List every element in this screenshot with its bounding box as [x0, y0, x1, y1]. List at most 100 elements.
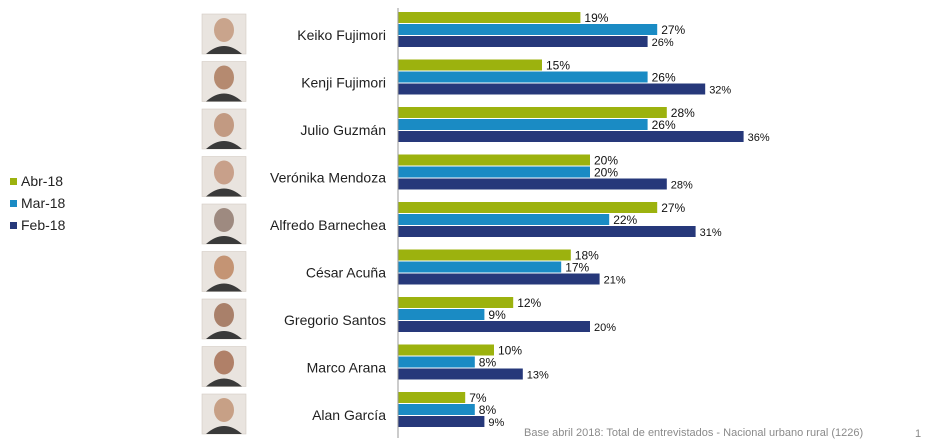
bar-marco-arana-feb-18	[398, 368, 523, 380]
photo-face-marco-arana	[214, 350, 234, 375]
photo-face-gregorio-santos	[214, 303, 234, 327]
photo-face-cesar-acuna	[214, 255, 234, 280]
value-label-veronika-mendoza-abr-18: 20%	[594, 154, 618, 168]
bar-cesar-acuna-mar-18	[398, 261, 562, 273]
value-label-keiko-fujimori-feb-18: 26%	[652, 37, 674, 49]
value-label-cesar-acuna-feb-18: 21%	[604, 275, 626, 287]
bar-alfredo-barnechea-mar-18	[398, 214, 610, 225]
category-labels: Keiko Fujimori Kenji Fujimori Julio Guzmán…	[270, 27, 386, 423]
value-label-alfredo-barnechea-abr-18: 27%	[661, 201, 685, 215]
bar-alfredo-barnechea-feb-18	[398, 226, 696, 237]
category-label-julio-guzman: Julio Guzmán	[300, 122, 386, 138]
value-label-gregorio-santos-mar-18: 9%	[488, 308, 506, 322]
photo-shoulders-cesar-acuna	[206, 283, 242, 292]
bar-alan-garcia-mar-18	[398, 404, 475, 415]
bar-alan-garcia-abr-18	[398, 392, 466, 403]
value-label-gregorio-santos-abr-18: 12%	[517, 296, 541, 310]
legend-swatch-feb-18	[10, 221, 17, 229]
bar-gregorio-santos-abr-18	[398, 297, 514, 308]
category-label-gregorio-santos: Gregorio Santos	[284, 312, 386, 328]
value-label-veronika-mendoza-mar-18: 20%	[594, 166, 618, 180]
bar-gregorio-santos-mar-18	[398, 309, 485, 320]
photo-shoulders-keiko-fujimori	[206, 46, 242, 54]
photo-shoulders-alan-garcia	[206, 426, 242, 434]
photo-julio-guzman	[201, 108, 247, 150]
photo-shoulders-kenji-fujimori	[206, 93, 242, 102]
bar-julio-guzman-mar-18	[398, 119, 648, 130]
photo-veronika-mendoza	[201, 156, 247, 197]
photo-alan-garcia	[201, 393, 247, 435]
bar-kenji-fujimori-mar-18	[398, 71, 648, 83]
bar-kenji-fujimori-abr-18	[398, 59, 542, 71]
bar-marco-arana-mar-18	[398, 356, 475, 368]
bar-alfredo-barnechea-abr-18	[398, 202, 658, 213]
photo-keiko-fujimori	[201, 13, 247, 55]
value-label-julio-guzman-feb-18: 36%	[748, 132, 770, 144]
value-label-marco-arana-mar-18: 8%	[479, 356, 497, 370]
photo-shoulders-veronika-mendoza	[206, 188, 242, 197]
photo-face-veronika-mendoza	[214, 160, 234, 185]
bar-julio-guzman-feb-18	[398, 131, 744, 142]
value-labels: 19%27%26%15%26%32%28%26%36%20%20%28%27%2…	[469, 11, 770, 429]
candidate-photos	[201, 13, 247, 435]
bar-kenji-fujimori-feb-18	[398, 83, 706, 95]
bars	[398, 12, 744, 427]
value-label-alfredo-barnechea-feb-18: 31%	[700, 227, 722, 239]
photo-alfredo-barnechea	[201, 203, 247, 245]
value-label-keiko-fujimori-mar-18: 27%	[661, 23, 685, 37]
photo-marco-arana	[201, 346, 247, 387]
photo-shoulders-julio-guzman	[206, 141, 242, 149]
photo-shoulders-marco-arana	[206, 378, 242, 387]
bar-alan-garcia-feb-18	[398, 416, 485, 427]
category-label-keiko-fujimori: Keiko Fujimori	[297, 27, 386, 43]
photo-face-alfredo-barnechea	[214, 208, 234, 232]
legend-label-feb-18: Feb-18	[21, 217, 66, 233]
bar-veronika-mendoza-abr-18	[398, 154, 590, 166]
bar-keiko-fujimori-mar-18	[398, 24, 658, 35]
bar-julio-guzman-abr-18	[398, 107, 667, 118]
footer-note: Base abril 2018: Total de entrevistados …	[524, 427, 864, 439]
legend: Abr-18 Mar-18 Feb-18	[10, 170, 65, 236]
value-label-alan-garcia-feb-18: 9%	[488, 417, 504, 429]
value-label-kenji-fujimori-mar-18: 26%	[652, 71, 676, 85]
photo-face-kenji-fujimori	[214, 65, 234, 90]
legend-item-abr-18: Abr-18	[10, 170, 65, 192]
category-label-marco-arana: Marco Arana	[307, 360, 387, 376]
bar-cesar-acuna-abr-18	[398, 249, 571, 261]
photo-shoulders-gregorio-santos	[206, 331, 242, 339]
photo-cesar-acuna	[201, 251, 247, 292]
value-label-gregorio-santos-feb-18: 20%	[594, 322, 616, 334]
photo-gregorio-santos	[201, 298, 247, 340]
value-label-marco-arana-feb-18: 13%	[527, 370, 549, 382]
value-label-marco-arana-abr-18: 10%	[498, 344, 522, 358]
category-label-alan-garcia: Alan García	[312, 407, 386, 423]
value-label-cesar-acuna-mar-18: 17%	[565, 261, 589, 275]
value-label-julio-guzman-mar-18: 26%	[652, 118, 676, 132]
category-label-veronika-mendoza: Verónika Mendoza	[270, 170, 386, 186]
bar-gregorio-santos-feb-18	[398, 321, 590, 332]
bar-cesar-acuna-feb-18	[398, 273, 600, 285]
legend-label-mar-18: Mar-18	[21, 195, 66, 211]
category-label-kenji-fujimori: Kenji Fujimori	[301, 75, 386, 91]
bar-veronika-mendoza-feb-18	[398, 178, 667, 190]
value-label-alfredo-barnechea-mar-18: 22%	[613, 213, 637, 227]
value-label-veronika-mendoza-feb-18: 28%	[671, 180, 693, 192]
photo-face-keiko-fujimori	[214, 18, 234, 42]
bar-veronika-mendoza-mar-18	[398, 166, 590, 178]
category-label-cesar-acuna: César Acuña	[306, 265, 386, 281]
value-label-cesar-acuna-abr-18: 18%	[575, 249, 599, 263]
value-label-kenji-fujimori-abr-18: 15%	[546, 59, 570, 73]
photo-face-julio-guzman	[214, 113, 234, 137]
photo-face-alan-garcia	[214, 398, 234, 422]
legend-item-feb-18: Feb-18	[10, 214, 65, 236]
value-label-julio-guzman-abr-18: 28%	[671, 106, 695, 120]
bar-keiko-fujimori-feb-18	[398, 36, 648, 47]
bar-keiko-fujimori-abr-18	[398, 12, 581, 23]
bar-marco-arana-abr-18	[398, 344, 494, 356]
photo-shoulders-alfredo-barnechea	[206, 236, 242, 244]
legend-item-mar-18: Mar-18	[10, 192, 65, 214]
legend-swatch-abr-18	[10, 177, 17, 185]
value-label-keiko-fujimori-abr-18: 19%	[584, 11, 608, 25]
value-label-alan-garcia-abr-18: 7%	[469, 391, 487, 405]
